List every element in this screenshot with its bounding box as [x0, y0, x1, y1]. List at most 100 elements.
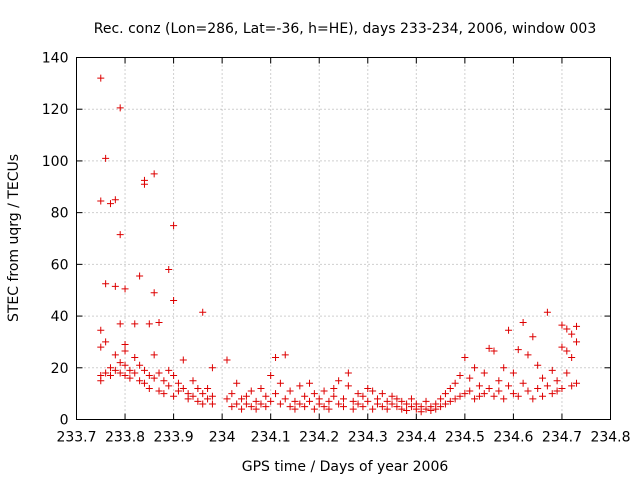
y-tick-label: 100: [42, 154, 69, 170]
data-point: [519, 319, 527, 327]
data-point: [150, 351, 158, 359]
data-point: [121, 372, 129, 380]
data-point: [359, 403, 367, 411]
data-point: [242, 400, 250, 408]
data-point: [471, 395, 479, 403]
data-point: [441, 390, 449, 398]
data-point: [184, 395, 192, 403]
data-point: [500, 364, 508, 372]
data-point: [471, 364, 479, 372]
y-tick-label: 80: [51, 206, 69, 222]
data-point: [267, 372, 275, 380]
data-point: [228, 390, 236, 398]
data-point: [568, 382, 576, 390]
data-point: [461, 353, 469, 361]
data-point: [296, 382, 304, 390]
data-point: [189, 377, 197, 385]
data-point: [529, 395, 537, 403]
data-point: [437, 403, 445, 411]
data-point: [179, 356, 187, 364]
data-point: [539, 374, 547, 382]
x-tick-label: 234.3: [348, 430, 388, 446]
data-point: [155, 319, 163, 327]
data-point: [500, 395, 508, 403]
data-point: [136, 361, 144, 369]
x-tick-label: 234.5: [445, 430, 485, 446]
data-point: [121, 341, 129, 349]
data-point: [257, 400, 265, 408]
data-point: [514, 346, 522, 354]
data-point: [451, 395, 459, 403]
data-point: [145, 384, 153, 392]
data-point: [407, 403, 415, 411]
data-point: [403, 400, 411, 408]
data-point: [475, 392, 483, 400]
data-point: [495, 377, 503, 385]
data-point: [407, 395, 415, 403]
data-point: [393, 403, 401, 411]
data-point: [490, 392, 498, 400]
data-point: [446, 384, 454, 392]
data-point: [548, 390, 556, 398]
data-point: [553, 377, 561, 385]
data-point: [286, 387, 294, 395]
data-point: [330, 392, 338, 400]
y-tick-label: 120: [42, 102, 69, 118]
data-point: [204, 395, 212, 403]
data-point: [354, 390, 362, 398]
data-point: [208, 364, 216, 372]
data-point: [320, 403, 328, 411]
data-point: [111, 351, 119, 359]
data-point: [446, 397, 454, 405]
data-point: [310, 405, 318, 413]
data-point: [330, 384, 338, 392]
data-point: [267, 397, 275, 405]
data-point: [310, 390, 318, 398]
grid-layer: [76, 57, 611, 420]
data-point: [373, 395, 381, 403]
data-point: [422, 397, 430, 405]
data-point: [509, 369, 517, 377]
data-point: [116, 104, 124, 112]
data-point: [121, 285, 129, 293]
data-point: [505, 326, 513, 334]
data-point: [563, 325, 571, 333]
data-point: [344, 369, 352, 377]
data-point: [301, 392, 309, 400]
data-point: [398, 397, 406, 405]
data-point: [573, 322, 581, 330]
data-point: [281, 351, 289, 359]
data-point: [126, 366, 134, 374]
data-point: [349, 397, 357, 405]
data-point: [97, 377, 105, 385]
data-point: [354, 400, 362, 408]
data-point: [451, 379, 459, 387]
data-point: [485, 384, 493, 392]
data-point: [106, 364, 114, 372]
x-tick-label: 234: [209, 430, 236, 446]
data-point: [247, 403, 255, 411]
data-point: [97, 197, 105, 205]
data-point: [262, 392, 270, 400]
data-point: [412, 400, 420, 408]
data-point: [398, 405, 406, 413]
data-point: [563, 369, 571, 377]
data-point: [539, 392, 547, 400]
data-point: [136, 272, 144, 280]
data-point: [97, 343, 105, 351]
data-point: [529, 333, 537, 341]
data-point: [281, 395, 289, 403]
data-point: [364, 384, 372, 392]
x-tick-label: 234.2: [299, 430, 339, 446]
data-point: [543, 308, 551, 316]
data-point: [369, 405, 377, 413]
data-point: [505, 382, 513, 390]
data-point: [102, 369, 110, 377]
data-point: [116, 231, 124, 239]
data-point: [286, 403, 294, 411]
y-tick-label: 0: [60, 413, 69, 429]
data-point: [485, 344, 493, 352]
data-point: [199, 390, 207, 398]
data-point: [466, 387, 474, 395]
